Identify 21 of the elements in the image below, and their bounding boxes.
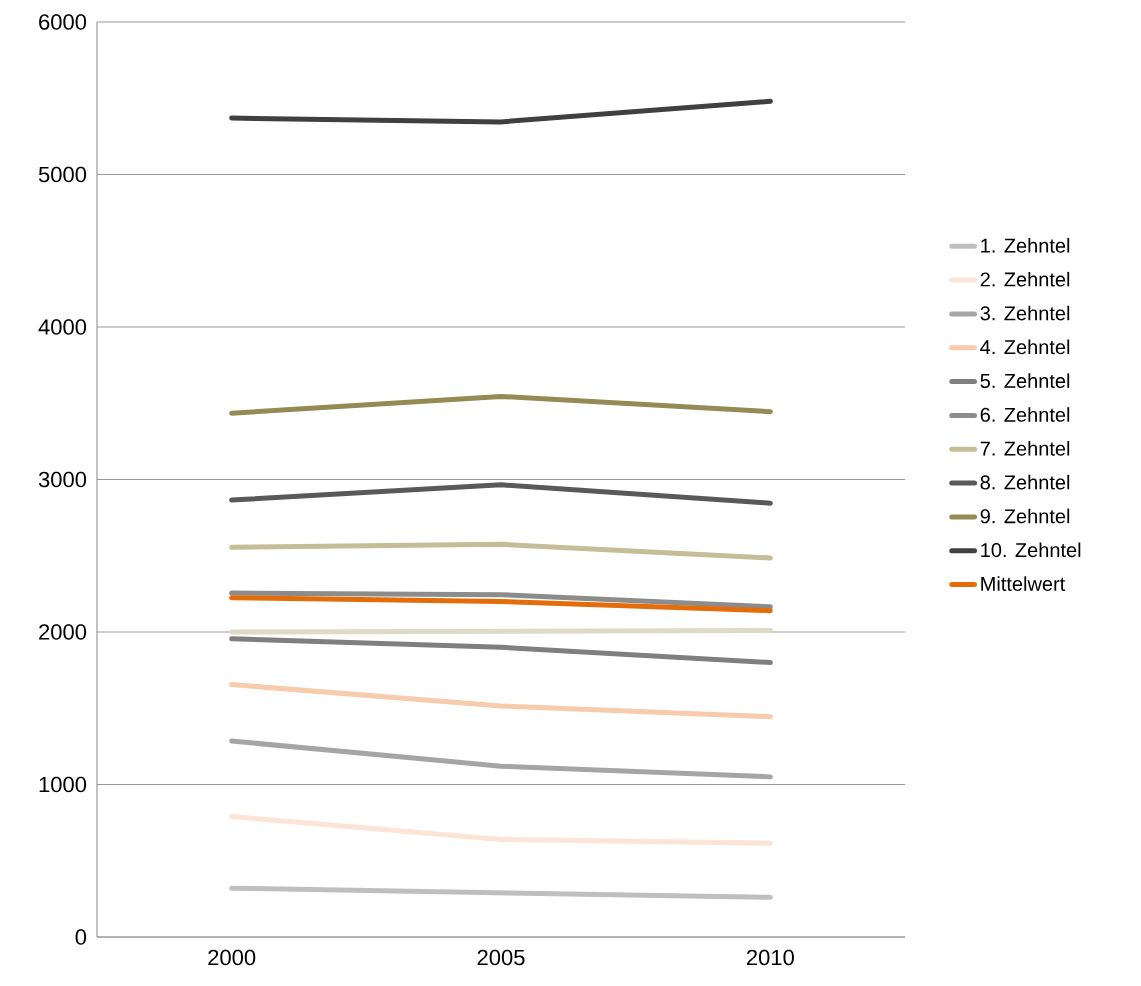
y-tick-label: 5000 (38, 166, 87, 183)
legend-label: 5. Zehntel (980, 373, 1070, 389)
x-tick-label: 2000 (208, 949, 256, 966)
legend-label: 7. Zehntel (980, 441, 1070, 456)
x-tick-label: 2010 (746, 949, 794, 966)
x-tick-label: 2005 (477, 949, 525, 966)
legend-label: 8. Zehntel (980, 474, 1070, 490)
y-tick-label: 6000 (39, 14, 87, 30)
legend-label: 9. Zehntel (980, 508, 1070, 524)
legend-label: 10. Zehntel (981, 542, 1081, 558)
legend-label: 1. Zehntel (981, 238, 1070, 253)
legend-label: Mittelwert (981, 576, 1066, 591)
y-tick-label: 1000 (39, 776, 87, 793)
y-tick-label: 2000 (39, 624, 87, 640)
y-tick-label: 0 (75, 929, 87, 945)
legend-label: 3. Zehntel (980, 305, 1070, 321)
legend-label: 2. Zehntel (980, 271, 1070, 287)
y-tick-label: 3000 (38, 471, 87, 488)
legend-label: 6. Zehntel (980, 407, 1070, 422)
y-tick-label: 4000 (38, 319, 87, 335)
legend-label: 4. Zehntel (980, 339, 1070, 355)
